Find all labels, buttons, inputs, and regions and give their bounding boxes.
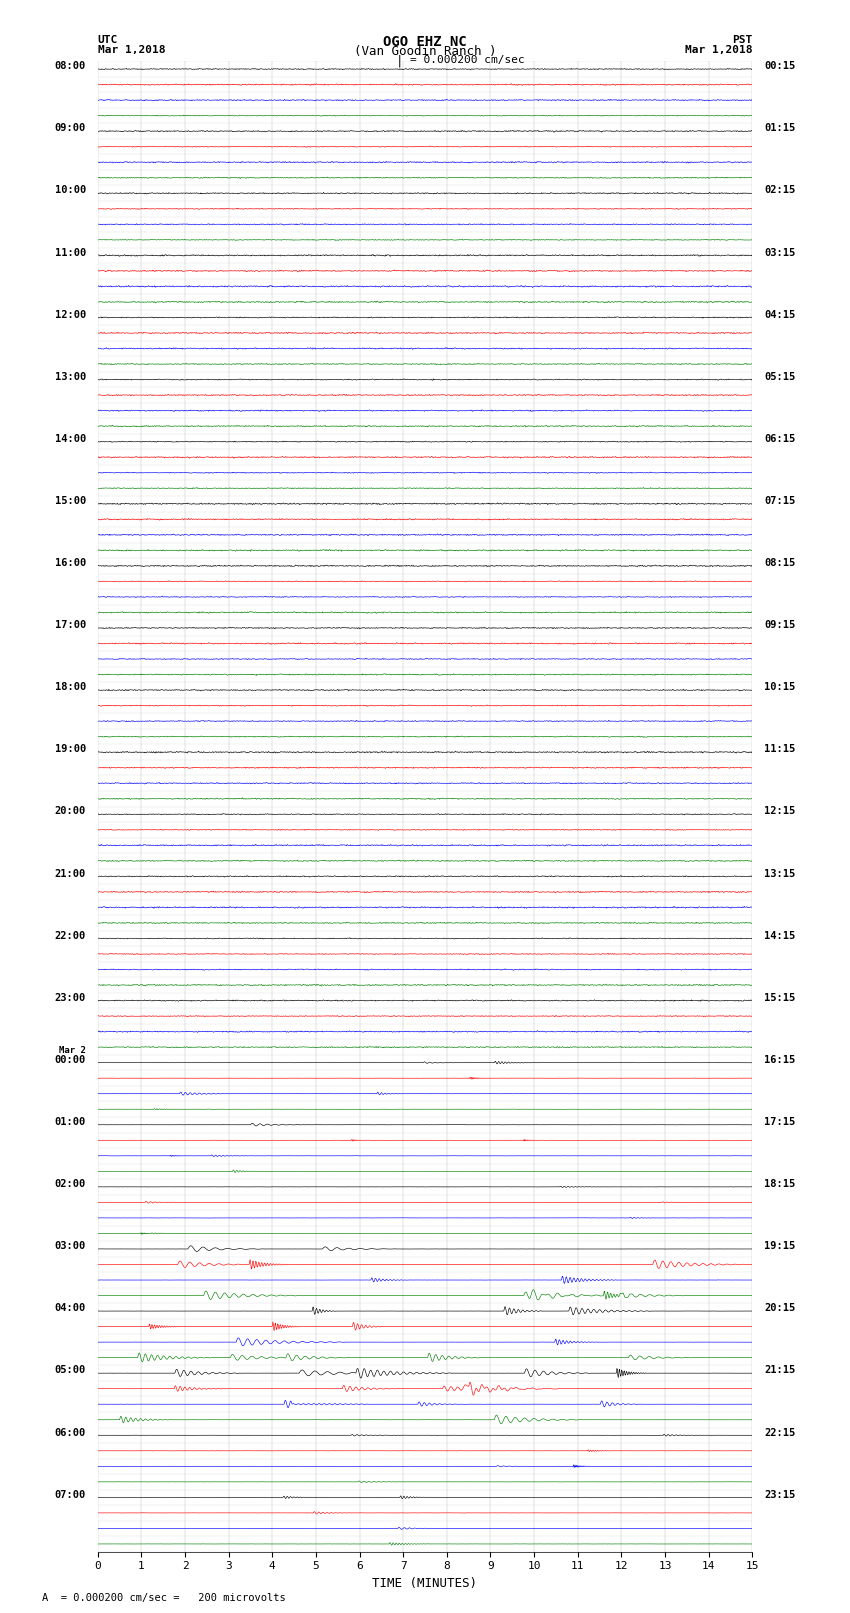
Text: 16:15: 16:15 bbox=[764, 1055, 796, 1065]
Text: (Van Goodin Ranch ): (Van Goodin Ranch ) bbox=[354, 45, 496, 58]
Text: 05:00: 05:00 bbox=[54, 1365, 86, 1376]
Text: 20:00: 20:00 bbox=[54, 806, 86, 816]
Text: 10:00: 10:00 bbox=[54, 185, 86, 195]
Text: 11:00: 11:00 bbox=[54, 248, 86, 258]
Text: 03:00: 03:00 bbox=[54, 1242, 86, 1252]
Text: 05:15: 05:15 bbox=[764, 373, 796, 382]
Text: PST: PST bbox=[732, 35, 752, 45]
Text: 07:15: 07:15 bbox=[764, 497, 796, 506]
Text: 12:15: 12:15 bbox=[764, 806, 796, 816]
Text: |: | bbox=[396, 55, 403, 68]
Text: 13:00: 13:00 bbox=[54, 373, 86, 382]
Text: 02:00: 02:00 bbox=[54, 1179, 86, 1189]
Text: 01:00: 01:00 bbox=[54, 1116, 86, 1127]
Text: A  = 0.000200 cm/sec =   200 microvolts: A = 0.000200 cm/sec = 200 microvolts bbox=[42, 1594, 286, 1603]
Text: 08:00: 08:00 bbox=[54, 61, 86, 71]
Text: 10:15: 10:15 bbox=[764, 682, 796, 692]
Text: = 0.000200 cm/sec: = 0.000200 cm/sec bbox=[410, 55, 524, 65]
Text: Mar 1,2018: Mar 1,2018 bbox=[685, 45, 752, 55]
Text: 22:15: 22:15 bbox=[764, 1428, 796, 1437]
Text: 04:00: 04:00 bbox=[54, 1303, 86, 1313]
Text: 14:15: 14:15 bbox=[764, 931, 796, 940]
Text: 06:15: 06:15 bbox=[764, 434, 796, 444]
Text: 14:00: 14:00 bbox=[54, 434, 86, 444]
Text: 15:00: 15:00 bbox=[54, 497, 86, 506]
Text: 02:15: 02:15 bbox=[764, 185, 796, 195]
Text: 00:00: 00:00 bbox=[54, 1055, 86, 1065]
Text: 12:00: 12:00 bbox=[54, 310, 86, 319]
Text: 11:15: 11:15 bbox=[764, 745, 796, 755]
Text: 17:00: 17:00 bbox=[54, 621, 86, 631]
Text: Mar 1,2018: Mar 1,2018 bbox=[98, 45, 165, 55]
Text: 08:15: 08:15 bbox=[764, 558, 796, 568]
Text: 18:00: 18:00 bbox=[54, 682, 86, 692]
Text: 17:15: 17:15 bbox=[764, 1116, 796, 1127]
Text: 09:00: 09:00 bbox=[54, 124, 86, 134]
Text: 19:15: 19:15 bbox=[764, 1242, 796, 1252]
Text: 23:15: 23:15 bbox=[764, 1490, 796, 1500]
Text: 21:00: 21:00 bbox=[54, 868, 86, 879]
Text: 04:15: 04:15 bbox=[764, 310, 796, 319]
Text: 21:15: 21:15 bbox=[764, 1365, 796, 1376]
Text: 13:15: 13:15 bbox=[764, 868, 796, 879]
Text: 18:15: 18:15 bbox=[764, 1179, 796, 1189]
Text: OGO EHZ NC: OGO EHZ NC bbox=[383, 35, 467, 50]
Text: Mar 2: Mar 2 bbox=[60, 1045, 86, 1055]
Text: 16:00: 16:00 bbox=[54, 558, 86, 568]
Text: 09:15: 09:15 bbox=[764, 621, 796, 631]
Text: 23:00: 23:00 bbox=[54, 994, 86, 1003]
Text: 00:15: 00:15 bbox=[764, 61, 796, 71]
Text: 03:15: 03:15 bbox=[764, 248, 796, 258]
Text: 01:15: 01:15 bbox=[764, 124, 796, 134]
Text: UTC: UTC bbox=[98, 35, 118, 45]
Text: 20:15: 20:15 bbox=[764, 1303, 796, 1313]
Text: 06:00: 06:00 bbox=[54, 1428, 86, 1437]
X-axis label: TIME (MINUTES): TIME (MINUTES) bbox=[372, 1578, 478, 1590]
Text: 19:00: 19:00 bbox=[54, 745, 86, 755]
Text: 15:15: 15:15 bbox=[764, 994, 796, 1003]
Text: 07:00: 07:00 bbox=[54, 1490, 86, 1500]
Text: 22:00: 22:00 bbox=[54, 931, 86, 940]
